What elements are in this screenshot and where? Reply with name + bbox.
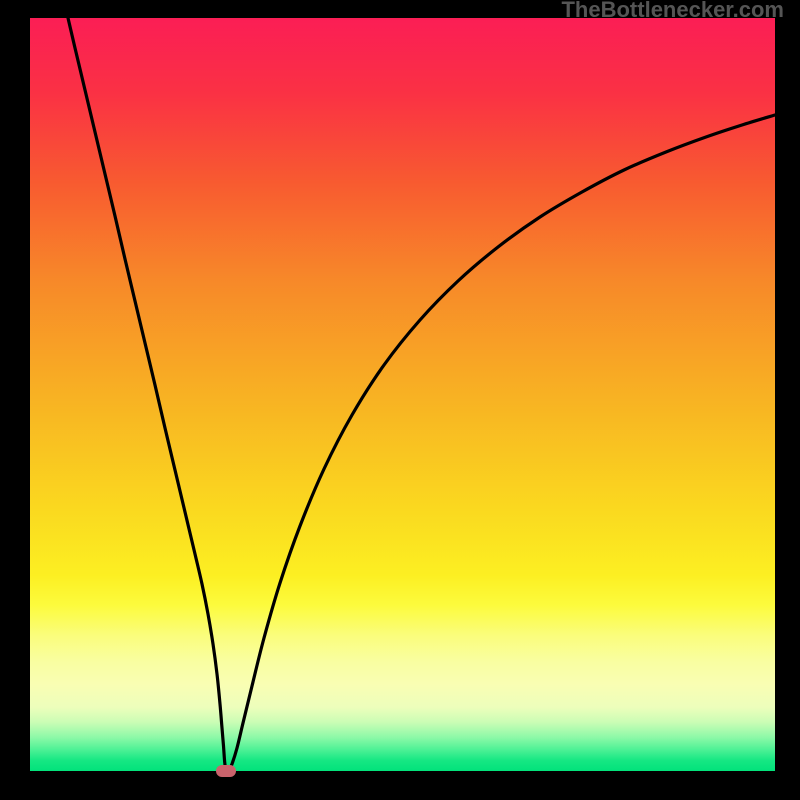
plot-area [30, 18, 775, 771]
chart-container: TheBottlenecker.com [0, 0, 800, 800]
minimum-marker [216, 765, 236, 777]
bottleneck-curve [30, 18, 775, 771]
watermark-text: TheBottlenecker.com [561, 0, 784, 23]
